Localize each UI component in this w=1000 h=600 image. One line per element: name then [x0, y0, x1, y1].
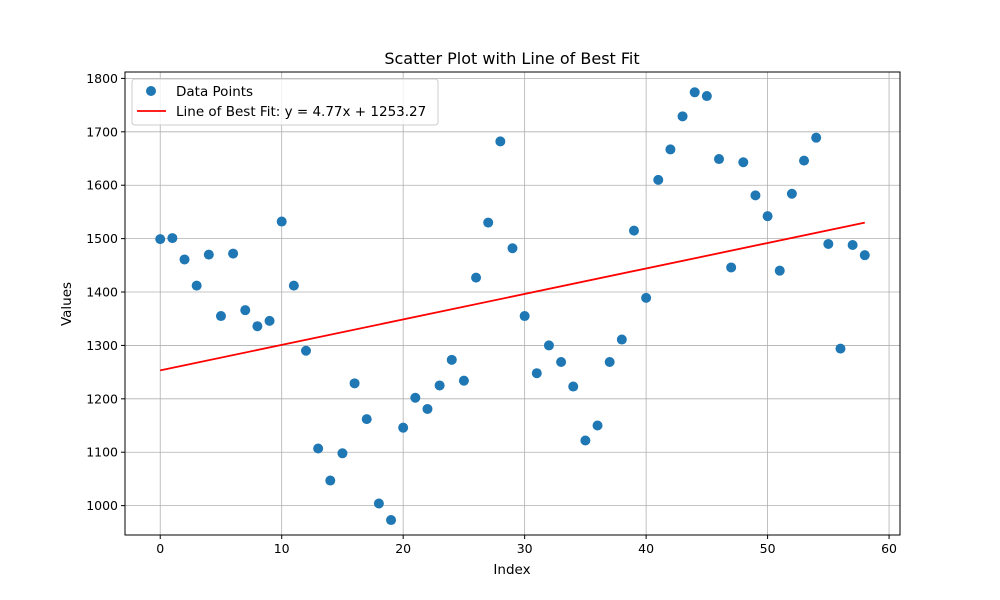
data-point — [167, 233, 178, 244]
data-point — [811, 132, 822, 143]
data-point — [799, 155, 810, 166]
x-tick-label: 40 — [638, 541, 654, 556]
data-point — [386, 515, 397, 526]
data-point — [531, 368, 542, 379]
x-tick-label: 30 — [517, 541, 533, 556]
data-point — [580, 435, 591, 446]
y-tick-label: 1000 — [86, 498, 118, 513]
x-axis-label: Index — [493, 562, 530, 578]
data-point — [313, 443, 324, 454]
data-point — [592, 420, 603, 431]
data-point — [361, 414, 372, 425]
data-point — [859, 250, 870, 261]
plot-marks — [155, 87, 870, 526]
data-point — [677, 111, 688, 122]
y-tick-label: 1100 — [86, 445, 118, 460]
best-fit-line — [160, 221, 865, 372]
legend-marker-data-points — [146, 86, 156, 96]
data-point — [628, 225, 639, 236]
y-tick-label: 1600 — [86, 178, 118, 193]
data-point — [203, 249, 214, 260]
plot-frame — [124, 71, 901, 536]
chart-title: Scatter Plot with Line of Best Fit — [384, 49, 639, 68]
data-point — [191, 280, 202, 291]
y-tick-label: 1700 — [86, 124, 118, 139]
data-point — [738, 157, 749, 168]
data-point — [252, 321, 263, 332]
data-point — [714, 154, 725, 165]
x-tick-label: 50 — [760, 541, 776, 556]
data-point — [604, 356, 615, 367]
data-point — [398, 422, 409, 433]
legend-label-data-points: Data Points — [176, 84, 253, 100]
x-tick-label: 60 — [881, 541, 897, 556]
data-point — [349, 378, 360, 389]
data-point — [179, 254, 190, 265]
data-point — [495, 136, 506, 147]
data-point — [240, 305, 251, 316]
axes: 0 10 20 30 40 50 60 1000 1100 1200 1300 1400 1500 160… — [86, 71, 897, 556]
legend: Data Points Line of Best Fit: y = 4.77x … — [131, 78, 439, 126]
data-point — [325, 475, 336, 486]
data-point — [786, 188, 797, 199]
data-point — [410, 392, 421, 403]
data-point — [446, 354, 457, 365]
y-tick-label: 1500 — [86, 231, 118, 246]
data-point — [264, 315, 275, 326]
data-point — [701, 91, 712, 102]
data-point — [726, 262, 737, 273]
data-point — [215, 311, 226, 322]
data-point — [641, 292, 652, 303]
legend-label-best-fit: Line of Best Fit: y = 4.77x + 1253.27 — [176, 104, 426, 120]
data-point — [665, 144, 676, 155]
grid-lines — [125, 72, 900, 535]
data-point — [422, 403, 433, 414]
data-point — [519, 311, 530, 322]
data-point — [762, 211, 773, 222]
legend-box — [131, 78, 439, 126]
data-point — [288, 280, 299, 291]
y-tick-label: 1800 — [86, 71, 118, 86]
data-point — [483, 217, 494, 228]
data-point — [847, 240, 858, 251]
data-point — [556, 356, 567, 367]
data-point — [543, 340, 554, 351]
data-point — [458, 375, 469, 386]
data-point — [568, 381, 579, 392]
data-point — [471, 272, 482, 283]
y-tick-label: 1400 — [86, 285, 118, 300]
data-point — [774, 265, 785, 276]
y-axis-label: Values — [59, 282, 75, 326]
y-tick-label: 1200 — [86, 391, 118, 406]
data-point — [750, 190, 761, 201]
x-tick-label: 10 — [274, 541, 290, 556]
data-point — [653, 174, 664, 185]
data-point — [823, 238, 834, 249]
data-point — [337, 448, 348, 459]
data-point — [507, 243, 518, 254]
data-point — [835, 343, 846, 354]
data-point — [276, 216, 287, 227]
data-point — [373, 498, 384, 509]
x-tick-label: 0 — [156, 541, 164, 556]
data-point — [300, 345, 311, 356]
data-point — [689, 87, 700, 98]
data-point — [616, 334, 627, 345]
data-point — [155, 234, 166, 245]
data-point — [434, 380, 445, 391]
data-point — [228, 248, 239, 259]
x-tick-label: 20 — [395, 541, 411, 556]
y-tick-label: 1300 — [86, 338, 118, 353]
